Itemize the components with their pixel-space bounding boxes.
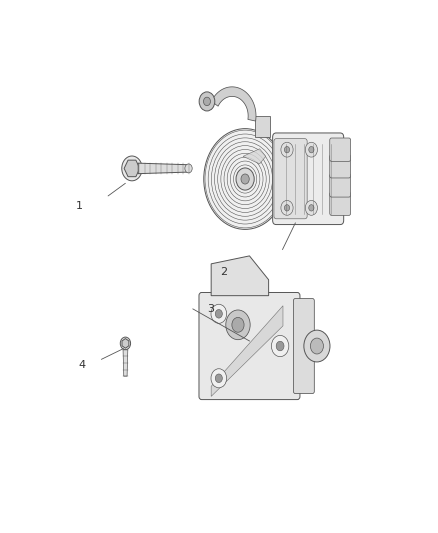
Circle shape (120, 337, 131, 350)
Circle shape (284, 147, 290, 153)
Text: 2: 2 (220, 267, 227, 277)
Circle shape (281, 142, 293, 157)
Circle shape (185, 164, 192, 173)
Circle shape (215, 374, 223, 383)
Circle shape (305, 200, 318, 215)
Polygon shape (254, 116, 270, 137)
FancyBboxPatch shape (293, 298, 314, 393)
Circle shape (281, 200, 293, 215)
FancyBboxPatch shape (272, 133, 344, 224)
Polygon shape (211, 306, 283, 397)
Circle shape (215, 310, 223, 318)
FancyBboxPatch shape (330, 192, 351, 215)
Text: 1: 1 (76, 200, 83, 211)
Polygon shape (124, 160, 140, 176)
Text: 4: 4 (78, 360, 85, 369)
Circle shape (232, 317, 244, 332)
Circle shape (311, 338, 323, 354)
Circle shape (211, 369, 226, 388)
Circle shape (304, 330, 330, 362)
Circle shape (272, 335, 289, 357)
Circle shape (204, 97, 210, 106)
FancyBboxPatch shape (199, 293, 300, 400)
Circle shape (226, 310, 250, 340)
Circle shape (199, 92, 215, 111)
FancyBboxPatch shape (330, 138, 351, 161)
Circle shape (276, 341, 284, 351)
Polygon shape (123, 350, 128, 376)
Polygon shape (138, 163, 188, 174)
Polygon shape (243, 149, 266, 164)
Circle shape (211, 304, 226, 324)
FancyBboxPatch shape (274, 139, 307, 219)
Polygon shape (211, 256, 268, 296)
FancyBboxPatch shape (330, 155, 351, 178)
Circle shape (122, 156, 142, 181)
Circle shape (241, 174, 249, 184)
Circle shape (236, 168, 254, 190)
Polygon shape (211, 87, 256, 121)
Text: 3: 3 (207, 304, 214, 314)
FancyBboxPatch shape (330, 174, 351, 197)
Circle shape (204, 128, 286, 229)
Circle shape (309, 147, 314, 153)
Circle shape (305, 142, 318, 157)
Circle shape (309, 205, 314, 211)
Polygon shape (122, 338, 129, 348)
Circle shape (284, 205, 290, 211)
